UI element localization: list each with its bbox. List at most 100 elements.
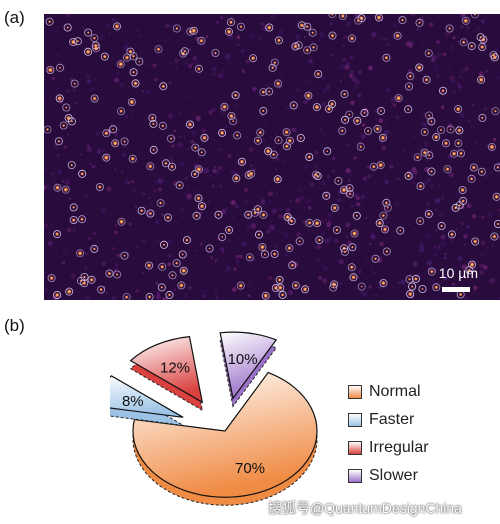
particle xyxy=(183,49,187,53)
particle xyxy=(386,206,390,209)
background-speckle xyxy=(220,247,225,252)
background-speckle xyxy=(483,173,488,178)
particle xyxy=(351,230,358,237)
background-speckle xyxy=(330,53,334,57)
background-speckle xyxy=(450,78,456,84)
particle xyxy=(348,186,352,190)
background-speckle xyxy=(149,172,153,175)
background-speckle xyxy=(440,240,446,246)
particle-ring xyxy=(226,18,235,27)
particle xyxy=(63,186,69,193)
particle xyxy=(159,264,165,270)
particle xyxy=(261,90,266,95)
background-speckle xyxy=(278,207,284,213)
background-speckle xyxy=(245,224,250,229)
background-speckle xyxy=(492,137,497,141)
particle-ring xyxy=(97,285,106,294)
particle-ring xyxy=(349,273,358,282)
pie-data-label-faster: 8% xyxy=(122,393,144,410)
particle-ring xyxy=(145,261,154,270)
particle-ring xyxy=(396,226,405,235)
background-speckle xyxy=(429,279,436,285)
background-speckle xyxy=(174,143,180,148)
background-speckle xyxy=(461,14,466,17)
background-speckle xyxy=(429,122,434,127)
particle xyxy=(348,113,351,116)
background-speckle xyxy=(483,107,487,111)
particle xyxy=(360,285,363,288)
background-speckle xyxy=(442,275,449,281)
background-speckle xyxy=(143,64,146,66)
particle-ring xyxy=(120,251,129,260)
background-speckle xyxy=(186,146,192,151)
particle xyxy=(380,135,386,141)
background-speckle xyxy=(292,95,295,98)
particle xyxy=(130,156,136,162)
background-speckle xyxy=(473,285,478,290)
particle-ring xyxy=(405,82,414,91)
particle xyxy=(311,45,316,50)
particle xyxy=(332,205,338,211)
background-speckle xyxy=(111,17,116,22)
particle xyxy=(161,84,166,89)
background-speckle xyxy=(65,180,70,185)
particle-ring xyxy=(253,205,262,214)
particle xyxy=(348,192,352,196)
particle-ring xyxy=(345,110,354,119)
background-speckle xyxy=(321,14,325,17)
background-speckle xyxy=(315,297,318,300)
particle xyxy=(284,144,290,149)
particle xyxy=(276,38,282,43)
background-speckle xyxy=(337,198,341,203)
background-speckle xyxy=(211,184,216,188)
particle xyxy=(226,28,232,35)
background-speckle xyxy=(385,220,389,224)
particle xyxy=(416,64,422,71)
background-speckle xyxy=(448,172,454,178)
background-speckle xyxy=(186,183,191,188)
particle xyxy=(64,106,68,109)
particle-ring xyxy=(218,232,227,241)
background-speckle xyxy=(461,264,467,270)
particle xyxy=(277,277,282,283)
background-speckle xyxy=(351,76,358,82)
background-speckle xyxy=(273,14,278,17)
particle-ring xyxy=(297,21,306,30)
background-speckle xyxy=(113,168,116,171)
background-speckle xyxy=(155,294,161,300)
background-speckle xyxy=(85,73,91,80)
particle-ring xyxy=(168,271,177,280)
particle xyxy=(330,14,335,16)
particle-ring xyxy=(354,16,363,25)
particle xyxy=(305,25,309,29)
background-speckle xyxy=(357,243,360,246)
particle-ring xyxy=(274,79,283,88)
particle xyxy=(356,18,361,23)
background-speckle xyxy=(382,28,384,30)
particle-ring xyxy=(55,94,64,103)
background-speckle xyxy=(460,69,465,74)
background-speckle xyxy=(384,121,387,124)
particle-ring xyxy=(477,167,486,176)
background-speckle xyxy=(451,282,455,286)
background-speckle xyxy=(370,266,375,271)
background-speckle xyxy=(235,254,240,259)
particle xyxy=(349,264,355,270)
background-speckle xyxy=(370,234,376,240)
particle-ring xyxy=(145,292,154,300)
background-speckle xyxy=(346,21,351,26)
background-speckle xyxy=(480,70,485,75)
background-speckle xyxy=(291,234,293,237)
particle xyxy=(177,183,182,188)
particle-ring xyxy=(364,127,373,136)
background-speckle xyxy=(312,266,314,268)
particle xyxy=(275,80,281,87)
background-speckle xyxy=(482,265,488,270)
background-speckle xyxy=(62,261,66,265)
background-speckle xyxy=(213,288,219,294)
particle xyxy=(472,239,478,244)
particle-ring xyxy=(469,163,478,172)
background-speckle xyxy=(378,36,385,43)
background-speckle xyxy=(105,291,108,295)
particle-ring xyxy=(422,75,431,84)
